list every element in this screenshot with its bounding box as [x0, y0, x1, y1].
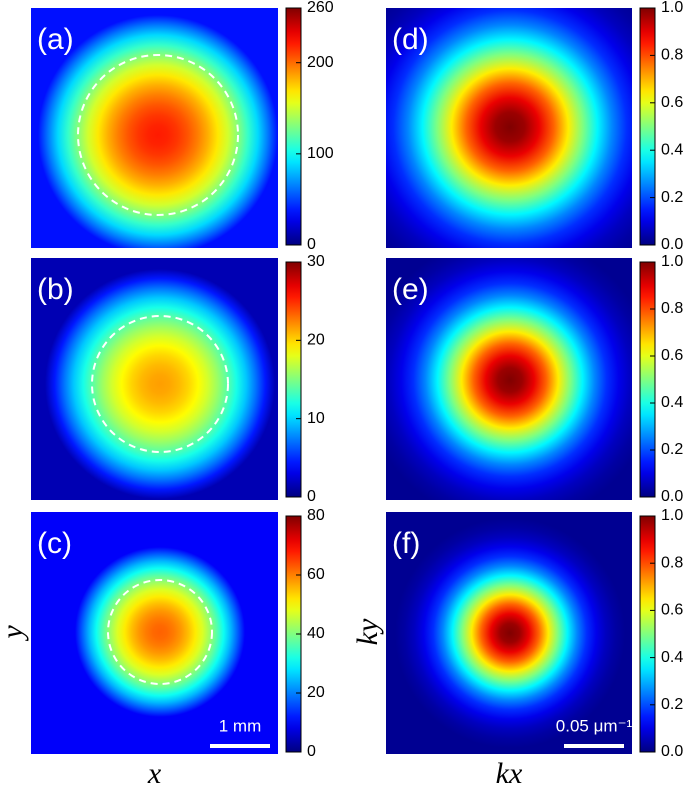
colorbar-tick-label: 200 — [307, 54, 334, 71]
colorbar-tick-label: 0.8 — [661, 300, 683, 317]
colorbar — [285, 7, 302, 246]
colorbar-tick-label: 0.4 — [661, 649, 683, 666]
heatmap-image — [31, 258, 278, 500]
y-axis-label: y — [0, 625, 29, 642]
x-axis-label: x — [147, 757, 162, 790]
colorbar-tick-label: 0.2 — [661, 441, 683, 458]
colorbar-tick-label: 100 — [307, 145, 334, 162]
colorbar-tick-label: 260 — [307, 0, 334, 16]
scale-bar-label: 1 mm — [219, 716, 262, 735]
panel-label: (e) — [392, 273, 429, 306]
colorbar-tick-label: 0.0 — [661, 743, 683, 760]
colorbar-tick-label: 0.4 — [661, 141, 683, 158]
colorbar-tick-label: 0.8 — [661, 47, 683, 64]
colorbar-tick-label: 40 — [307, 625, 325, 642]
colorbar-tick-label: 80 — [307, 507, 325, 524]
colorbar — [639, 515, 656, 753]
colorbar-tick-label: 20 — [307, 332, 325, 349]
colorbar — [285, 261, 302, 498]
colorbar-tick-label: 0.4 — [661, 394, 683, 411]
colorbar-tick-label: 20 — [307, 684, 325, 701]
roi-circle — [107, 579, 213, 685]
y-axis-label: ky — [351, 618, 384, 645]
colorbar-tick-label: 1.0 — [661, 0, 683, 16]
colorbar — [639, 261, 656, 498]
scale-bar-label: 0.05 μm⁻¹ — [556, 716, 633, 735]
colorbar-tick-label: 0 — [307, 236, 316, 253]
colorbar-tick-label: 0.0 — [661, 236, 683, 253]
colorbar-tick-label: 0.6 — [661, 94, 683, 111]
roi-circle — [91, 315, 229, 453]
colorbar-tick-label: 0.8 — [661, 554, 683, 571]
colorbar-tick-label: 1.0 — [661, 253, 683, 270]
roi-circle — [77, 54, 239, 216]
colorbar — [639, 7, 656, 246]
x-axis-label: kx — [496, 757, 523, 790]
colorbar-tick-label: 0 — [307, 488, 316, 505]
heatmap-image — [386, 512, 632, 754]
colorbar-tick-label: 0.6 — [661, 602, 683, 619]
heatmap-image — [31, 512, 278, 754]
panel-label: (a) — [37, 23, 74, 56]
panel-label: (c) — [37, 527, 72, 560]
colorbar-tick-label: 1.0 — [661, 507, 683, 524]
panel-label: (f) — [392, 527, 420, 560]
panel-label: (b) — [37, 273, 74, 306]
panel-label: (d) — [392, 23, 429, 56]
heatmap-image — [386, 8, 632, 248]
colorbar-tick-label: 0.2 — [661, 189, 683, 206]
colorbar-tick-label: 60 — [307, 566, 325, 583]
colorbar-tick-label: 0.0 — [661, 488, 683, 505]
colorbar-tick-label: 30 — [307, 253, 325, 270]
colorbar-tick-label: 10 — [307, 410, 325, 427]
colorbar-tick-label: 0 — [307, 743, 316, 760]
colorbar-tick-label: 0.2 — [661, 696, 683, 713]
heatmap-image — [386, 258, 632, 500]
colorbar-tick-label: 0.6 — [661, 347, 683, 364]
